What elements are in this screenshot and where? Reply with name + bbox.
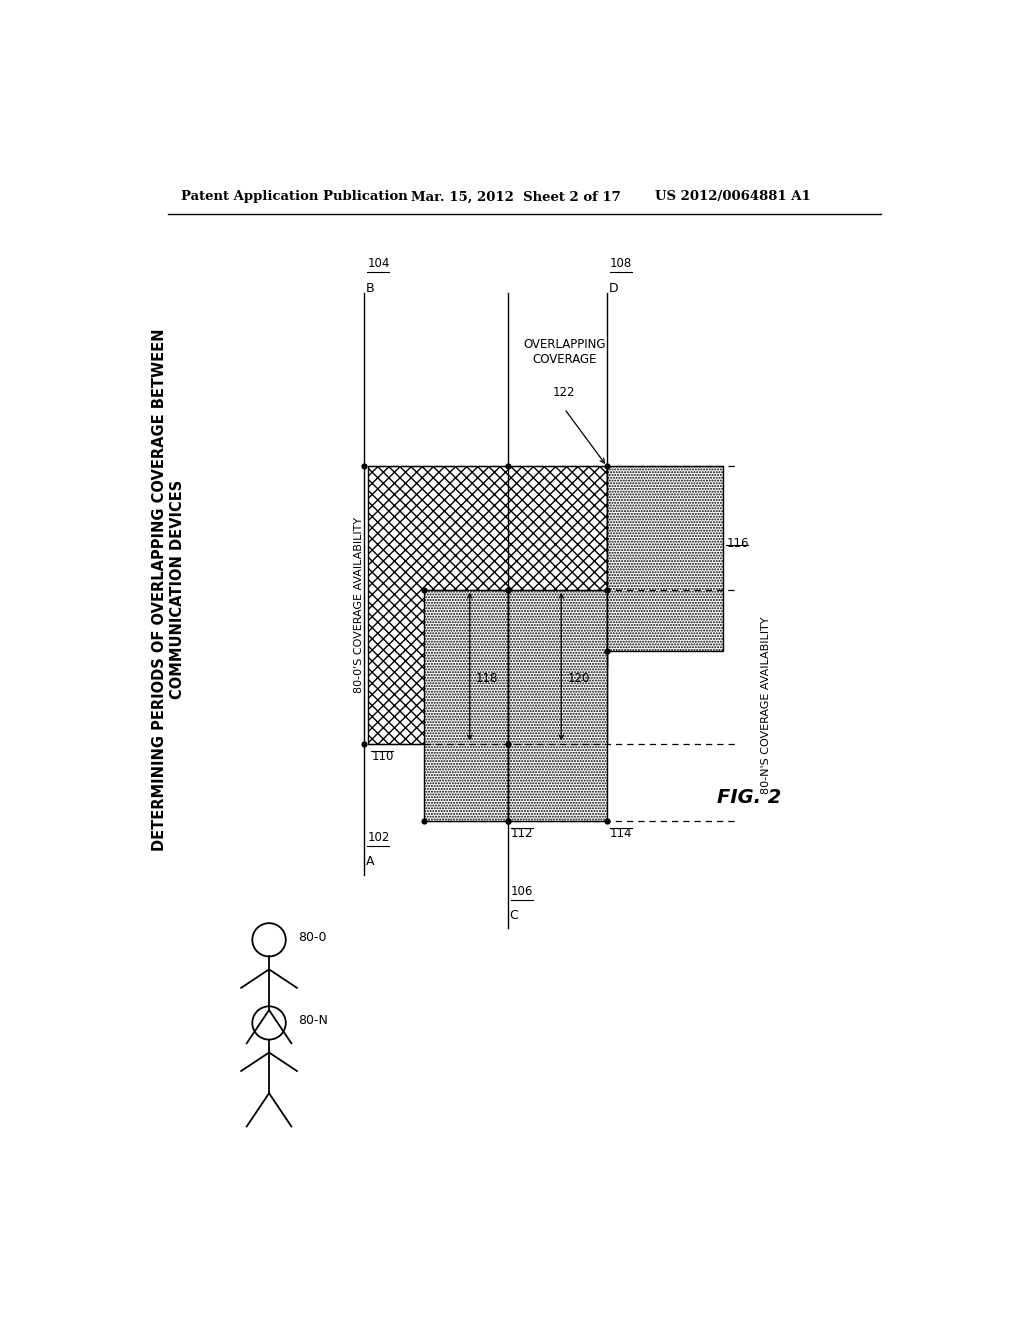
Text: 102: 102 <box>368 830 390 843</box>
Text: 114: 114 <box>610 826 633 840</box>
Text: 116: 116 <box>726 537 749 550</box>
Text: 110: 110 <box>372 750 393 763</box>
Text: FIG. 2: FIG. 2 <box>717 788 781 807</box>
Text: US 2012/0064881 A1: US 2012/0064881 A1 <box>655 190 811 203</box>
Text: Mar. 15, 2012  Sheet 2 of 17: Mar. 15, 2012 Sheet 2 of 17 <box>411 190 621 203</box>
Bar <box>424 590 508 821</box>
Text: B: B <box>366 281 375 294</box>
Text: 120: 120 <box>567 672 590 685</box>
Bar <box>369 466 607 743</box>
Bar <box>508 590 607 821</box>
Text: 108: 108 <box>610 257 632 271</box>
Text: 106: 106 <box>511 884 534 898</box>
Text: 118: 118 <box>476 672 499 685</box>
Text: 80-N: 80-N <box>299 1014 329 1027</box>
Text: DETERMINING PERIODS OF OVERLAPPING COVERAGE BETWEEN
COMMUNICATION DEVICES: DETERMINING PERIODS OF OVERLAPPING COVER… <box>153 329 184 851</box>
Text: Patent Application Publication: Patent Application Publication <box>180 190 408 203</box>
Text: 122: 122 <box>553 385 575 399</box>
Text: 80-0'S COVERAGE AVAILABILITY: 80-0'S COVERAGE AVAILABILITY <box>354 517 364 693</box>
Text: D: D <box>608 281 618 294</box>
Text: A: A <box>366 855 375 869</box>
Text: OVERLAPPING
COVERAGE: OVERLAPPING COVERAGE <box>523 338 605 367</box>
Text: 80-N'S COVERAGE AVAILABILITY: 80-N'S COVERAGE AVAILABILITY <box>761 616 771 793</box>
Text: 112: 112 <box>511 826 534 840</box>
Text: 80-0: 80-0 <box>299 931 327 944</box>
Text: C: C <box>509 909 518 923</box>
Text: 104: 104 <box>368 257 390 271</box>
Bar <box>607 466 723 651</box>
